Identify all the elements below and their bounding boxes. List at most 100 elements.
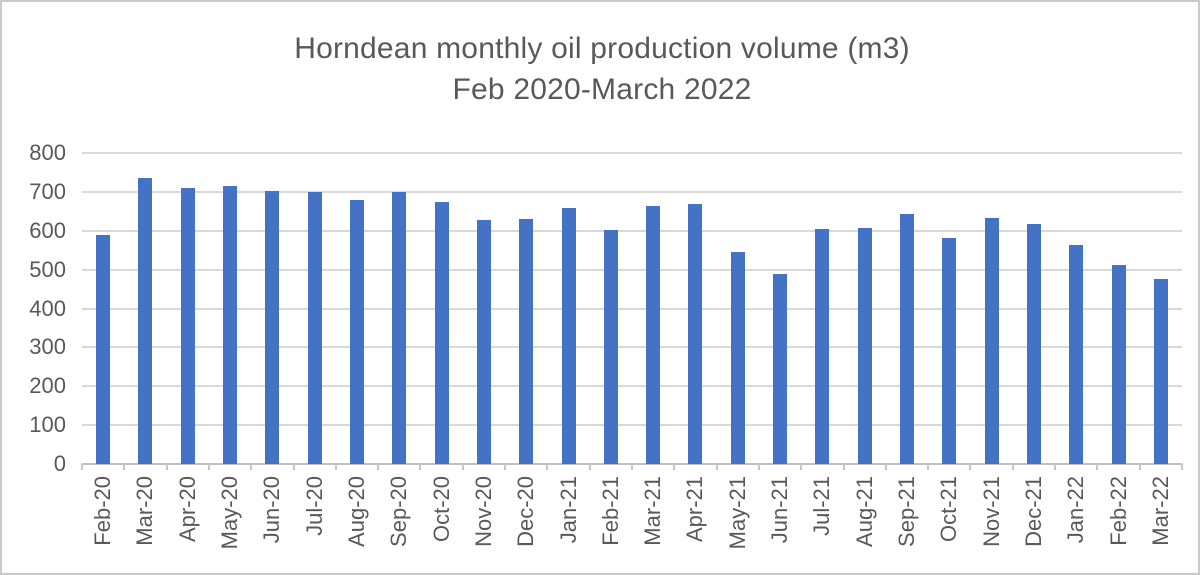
x-axis-label: Dec-21 (1020, 476, 1046, 547)
bar-Feb-21 (603, 230, 618, 464)
x-axis-tick (1096, 464, 1099, 470)
x-axis-tick (1054, 464, 1057, 470)
y-axis-label: 500 (29, 256, 66, 282)
bar-Aug-20 (350, 200, 364, 464)
x-axis-label: Sep-20 (386, 476, 412, 547)
x-axis-tick (1138, 464, 1141, 470)
x-axis-label: Jan-22 (1063, 476, 1089, 544)
bar-Feb-20 (96, 234, 111, 464)
bar-Nov-20 (476, 219, 491, 464)
x-axis-label: Jul-21 (809, 476, 835, 536)
y-axis-label: 700 (29, 178, 66, 204)
x-axis-label: Nov-21 (978, 476, 1004, 547)
bar-May-21 (730, 252, 745, 464)
gridline (82, 346, 1182, 349)
gridline (82, 152, 1182, 154)
x-axis-label: Jan-21 (555, 476, 581, 544)
bar-Jun-21 (773, 274, 788, 464)
gridline (82, 424, 1182, 427)
chart-title: Horndean monthly oil production volume (… (2, 28, 1198, 110)
x-axis-label: May-21 (724, 476, 750, 550)
bar-Apr-20 (180, 187, 195, 464)
x-axis-label: Mar-21 (640, 476, 666, 546)
gridline (82, 307, 1182, 310)
y-axis-label: 100 (29, 412, 66, 438)
bar-Jan-21 (561, 208, 576, 464)
bar-Jul-20 (307, 192, 322, 464)
bar-Feb-22 (1111, 264, 1126, 464)
y-axis-label: 0 (53, 451, 66, 476)
x-axis-tick (673, 464, 676, 470)
x-axis-label: Aug-20 (344, 476, 369, 547)
x-axis-tick (123, 464, 126, 470)
x-axis-label: May-20 (217, 476, 243, 550)
x-axis-tick (757, 464, 760, 470)
bar-Aug-21 (857, 227, 872, 464)
x-axis-tick (419, 464, 422, 470)
x-axis-label: Feb-21 (597, 476, 623, 546)
x-axis-label: Feb-22 (1105, 476, 1131, 546)
bar-Oct-20 (434, 201, 449, 464)
x-axis-tick (842, 464, 845, 470)
x-axis-tick (334, 464, 337, 470)
x-axis-label: Oct-20 (428, 476, 454, 543)
bar-Jan-22 (1069, 245, 1084, 464)
x-axis-label: Aug-21 (851, 476, 877, 547)
x-axis-label: Jun-21 (767, 476, 793, 544)
x-axis-tick (800, 464, 803, 470)
bar-Nov-21 (984, 218, 999, 464)
y-axis-label: 300 (29, 334, 66, 360)
bar-Mar-21 (646, 206, 661, 464)
x-axis-tick (969, 464, 972, 470)
x-axis-label: Dec-20 (513, 476, 539, 547)
x-axis-tick (588, 464, 591, 470)
bar-Mar-22 (1153, 279, 1168, 464)
bar-Mar-20 (138, 178, 153, 464)
bar-Sep-21 (900, 214, 914, 464)
bar-May-20 (223, 186, 238, 464)
bar-Jul-21 (815, 228, 830, 464)
y-axis-label: 200 (29, 373, 66, 399)
x-axis-label: Sep-21 (894, 476, 919, 547)
x-axis-tick (504, 464, 507, 470)
bar-Dec-21 (1026, 224, 1041, 464)
x-axis-tick (631, 464, 633, 470)
x-axis-label: Jul-20 (301, 476, 327, 536)
gridline (82, 268, 1182, 271)
gridline (82, 190, 1182, 193)
x-axis-label: Jun-20 (259, 476, 285, 544)
bar-Jun-20 (265, 190, 280, 464)
x-axis-label: Oct-21 (936, 476, 962, 543)
x-axis-tick (884, 464, 887, 470)
x-axis-tick (546, 464, 549, 470)
x-axis-tick (927, 464, 930, 470)
x-axis-tick (1181, 464, 1183, 470)
chart-title-line2: Feb 2020-March 2022 (452, 73, 752, 106)
gridline (82, 385, 1182, 388)
y-axis-label: 400 (29, 295, 66, 321)
x-axis-label: Apr-20 (174, 476, 200, 543)
x-axis-label: Mar-20 (132, 476, 158, 546)
x-axis-tick (250, 464, 253, 470)
x-axis-tick (377, 464, 380, 470)
y-axis-label: 800 (29, 140, 66, 165)
chart-title-line1: Horndean monthly oil production volume (… (294, 32, 910, 65)
bar-Apr-21 (688, 203, 703, 464)
y-axis-label: 600 (29, 217, 66, 243)
x-axis-label: Apr-21 (682, 476, 708, 543)
x-axis-tick (715, 464, 718, 470)
x-axis-label: Feb-20 (90, 476, 116, 546)
bar-Oct-21 (942, 238, 957, 464)
bar-Dec-20 (519, 218, 534, 464)
x-axis-tick (292, 464, 295, 470)
x-axis-tick (81, 464, 83, 470)
gridline (82, 229, 1182, 232)
x-axis-label: Nov-20 (470, 476, 496, 547)
bar-Sep-20 (392, 191, 407, 464)
x-axis-tick (165, 464, 168, 470)
x-axis-tick (207, 464, 210, 470)
x-axis-label: Mar-22 (1147, 476, 1173, 546)
x-axis-tick (1011, 464, 1014, 470)
x-axis-tick (461, 464, 464, 470)
